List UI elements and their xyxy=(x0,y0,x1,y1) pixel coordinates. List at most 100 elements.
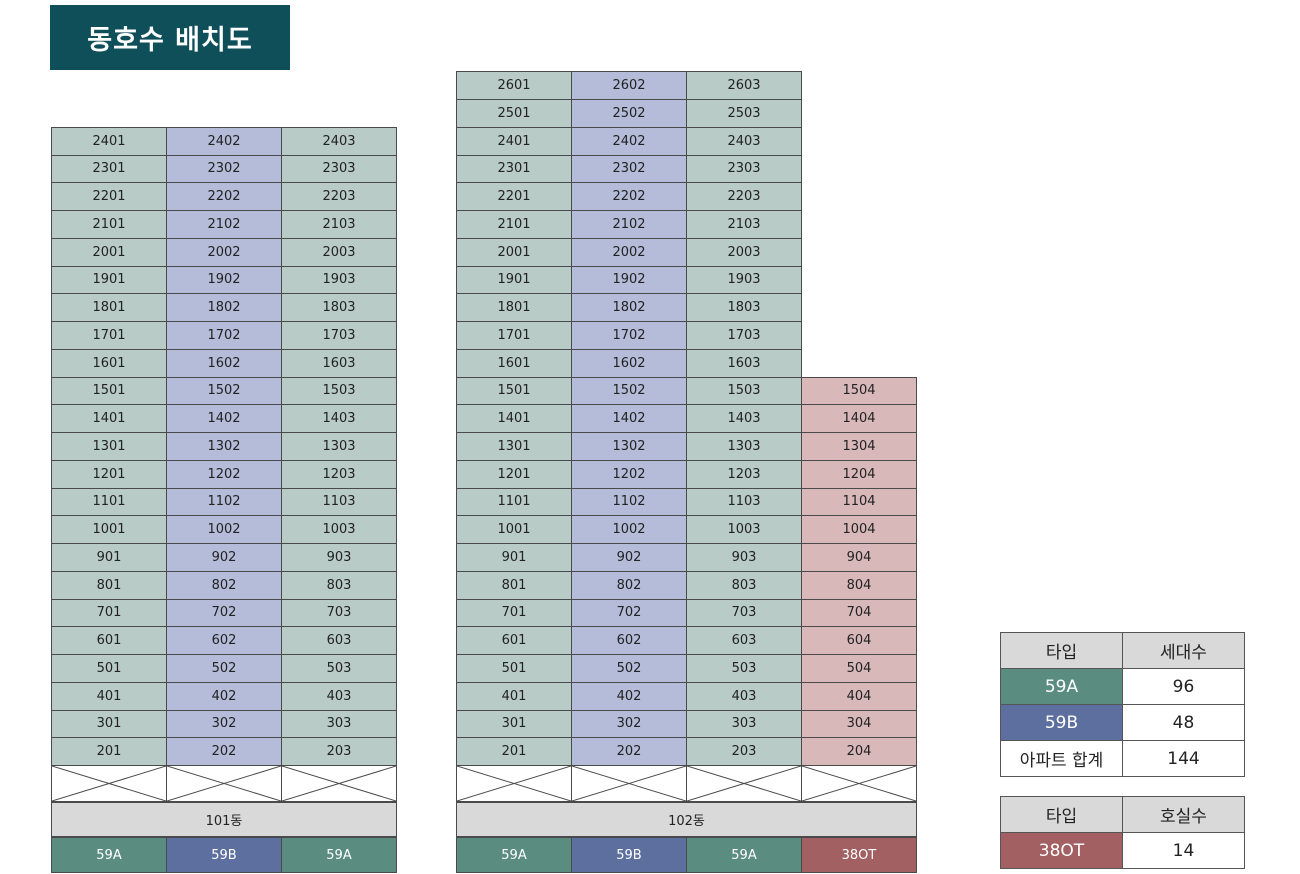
unit-cell: 2401 xyxy=(51,126,167,156)
unit-cell: 1601 xyxy=(456,348,572,378)
unit-cell: 2503 xyxy=(686,99,802,128)
unit-cell: 2101 xyxy=(51,210,167,239)
piloti-cell xyxy=(166,765,282,802)
unit-cell: 1901 xyxy=(456,265,572,295)
unit-cell: 2603 xyxy=(686,71,802,100)
unit-cell: 1803 xyxy=(686,293,802,322)
unit-cell: 404 xyxy=(801,681,917,711)
unit-cell: 1903 xyxy=(686,265,802,295)
unit-cell: 303 xyxy=(686,709,802,739)
apartment-legend-table: 타입 세대수 59A 96 59B 48 아파트 합계 144 xyxy=(1000,632,1245,777)
unit-cell: 1602 xyxy=(166,348,282,378)
unit-cell: 803 xyxy=(686,570,802,600)
unit-cell: 1402 xyxy=(571,404,687,433)
unit-cell: 804 xyxy=(801,570,917,600)
unit-cell: 1101 xyxy=(456,487,572,517)
unit-cell: 601 xyxy=(51,626,167,655)
line-type-label: 59A xyxy=(51,837,167,873)
unit-cell: 1102 xyxy=(571,487,687,517)
unit-cell: 1902 xyxy=(166,265,282,295)
unit-cell: 1102 xyxy=(166,487,282,517)
unit-cell: 1802 xyxy=(166,293,282,322)
unit-cell: 2602 xyxy=(571,71,687,100)
unit-cell: 1702 xyxy=(166,321,282,350)
unit-cell: 403 xyxy=(686,681,802,711)
unit-cell: 2303 xyxy=(281,154,397,184)
unit-cell: 1501 xyxy=(456,376,572,406)
unit-cell: 1202 xyxy=(166,459,282,489)
unit-cell: 802 xyxy=(571,570,687,600)
unit-cell: 1402 xyxy=(166,404,282,433)
unit-cell: 801 xyxy=(456,570,572,600)
legend-header-households: 세대수 xyxy=(1122,632,1245,669)
unit-cell: 204 xyxy=(801,737,917,766)
legend-header-type: 타입 xyxy=(1000,632,1123,669)
unit-cell: 701 xyxy=(51,598,167,628)
legend-type-59a: 59A xyxy=(1000,668,1123,705)
unit-cell: 302 xyxy=(571,709,687,739)
piloti-cell xyxy=(686,765,802,802)
unit-cell: 2301 xyxy=(456,154,572,184)
unit-cell: 402 xyxy=(571,681,687,711)
unit-cell: 1303 xyxy=(686,432,802,461)
unit-cell: 1403 xyxy=(686,404,802,433)
unit-cell: 2002 xyxy=(166,237,282,267)
unit-cell: 2203 xyxy=(686,182,802,211)
legend-ot-header-rooms: 호실수 xyxy=(1122,796,1245,833)
unit-cell: 501 xyxy=(456,654,572,683)
unit-cell: 1301 xyxy=(456,432,572,461)
legend-total-count: 144 xyxy=(1122,740,1245,777)
unit-cell: 2403 xyxy=(686,126,802,156)
unit-cell: 802 xyxy=(166,570,282,600)
building-name: 101동 xyxy=(51,802,397,837)
unit-cell: 202 xyxy=(571,737,687,766)
unit-cell: 602 xyxy=(166,626,282,655)
unit-cell: 1702 xyxy=(571,321,687,350)
unit-cell: 1001 xyxy=(51,515,167,544)
unit-cell: 2202 xyxy=(166,182,282,211)
unit-cell: 501 xyxy=(51,654,167,683)
unit-cell: 1902 xyxy=(571,265,687,295)
unit-cell: 2002 xyxy=(571,237,687,267)
unit-cell: 303 xyxy=(281,709,397,739)
unit-cell: 1003 xyxy=(281,515,397,544)
unit-cell: 901 xyxy=(456,543,572,572)
unit-cell: 1403 xyxy=(281,404,397,433)
unit-cell: 1101 xyxy=(51,487,167,517)
unit-cell: 2101 xyxy=(456,210,572,239)
unit-cell: 2601 xyxy=(456,71,572,100)
unit-cell: 2203 xyxy=(281,182,397,211)
unit-cell: 803 xyxy=(281,570,397,600)
line-type-label: 59B xyxy=(166,837,282,873)
unit-cell: 1801 xyxy=(456,293,572,322)
legend-count-59b: 48 xyxy=(1122,704,1245,741)
legend-count-38ot: 14 xyxy=(1122,832,1245,869)
unit-cell: 504 xyxy=(801,654,917,683)
unit-cell: 1103 xyxy=(281,487,397,517)
unit-cell: 2201 xyxy=(456,182,572,211)
unit-cell: 1603 xyxy=(686,348,802,378)
legend-ot-header-type: 타입 xyxy=(1000,796,1123,833)
unit-cell: 1603 xyxy=(281,348,397,378)
unit-cell: 2103 xyxy=(686,210,802,239)
unit-cell: 1801 xyxy=(51,293,167,322)
unit-cell: 301 xyxy=(456,709,572,739)
legend-count-59a: 96 xyxy=(1122,668,1245,705)
unit-cell: 402 xyxy=(166,681,282,711)
legend-type-38ot: 38OT xyxy=(1000,832,1123,869)
unit-cell: 2301 xyxy=(51,154,167,184)
unit-cell: 1202 xyxy=(571,459,687,489)
unit-cell: 1901 xyxy=(51,265,167,295)
unit-cell: 604 xyxy=(801,626,917,655)
unit-cell: 1203 xyxy=(686,459,802,489)
unit-cell: 2302 xyxy=(571,154,687,184)
unit-cell: 702 xyxy=(571,598,687,628)
unit-cell: 2001 xyxy=(456,237,572,267)
unit-cell: 1503 xyxy=(281,376,397,406)
unit-cell: 701 xyxy=(456,598,572,628)
unit-cell: 1703 xyxy=(281,321,397,350)
line-type-label: 59A xyxy=(456,837,572,873)
unit-cell: 401 xyxy=(456,681,572,711)
unit-cell: 1003 xyxy=(686,515,802,544)
unit-cell: 801 xyxy=(51,570,167,600)
